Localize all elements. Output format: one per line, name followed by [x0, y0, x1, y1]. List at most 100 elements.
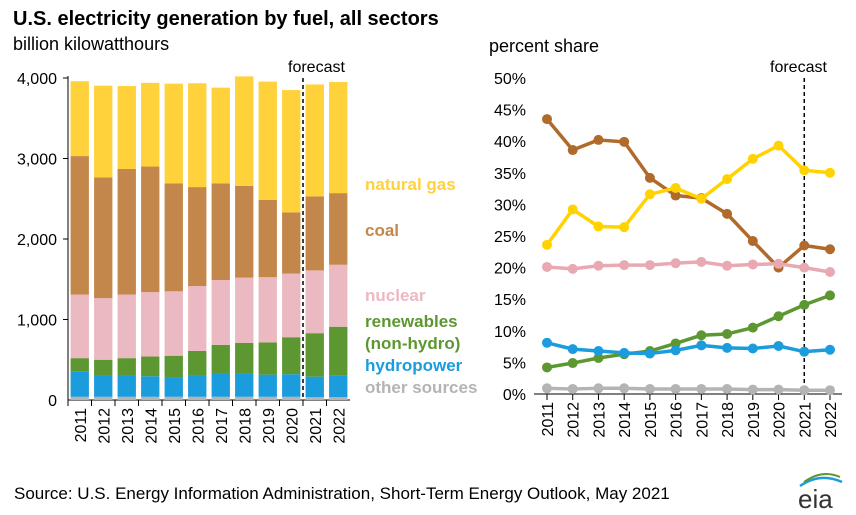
bar-segment-other — [329, 397, 348, 400]
series-point-hydro-line — [670, 345, 681, 356]
right-x-tick-label: 2020 — [772, 402, 789, 438]
bar-segment-other — [94, 396, 113, 400]
series-point-coal-line — [670, 190, 681, 201]
left-y-tick-label: 1,000 — [17, 313, 57, 330]
bar-segment-other — [282, 396, 301, 400]
series-point-hydro-line — [825, 344, 835, 355]
series-line-nuclear-line — [546, 260, 831, 274]
legend-label: (non-hydro) — [365, 334, 460, 353]
series-point-gas-line — [670, 182, 681, 193]
series-point-coal-line — [567, 145, 578, 156]
series-point-nuclear-line — [542, 261, 552, 272]
bar-segment-nuclear — [70, 294, 89, 359]
bar-segment-coal — [188, 187, 207, 287]
bar-segment-natural-gas — [211, 87, 230, 184]
bar-segment-hydropower — [305, 376, 324, 398]
series-point-hydro-line — [773, 340, 784, 351]
series-point-gas-line — [619, 222, 630, 233]
right-x-tick-label: 2016 — [669, 402, 686, 438]
legend-label: nuclear — [365, 286, 426, 305]
bar-segment-other — [117, 396, 136, 400]
series-point-hydro-line — [619, 347, 630, 358]
line-chart: 0% 5% 10% 15% 20% 25% 30% 35% 40% 45% 50% 2011 2012 2… — [494, 59, 842, 438]
series-point-nuclear-line — [799, 262, 810, 273]
bar-segment-nuclear — [141, 292, 160, 357]
bar-segment-renewables — [164, 355, 183, 378]
series-point-other-line — [799, 385, 810, 396]
series-point-renew-line — [567, 358, 578, 369]
series-point-hydro-line — [567, 344, 578, 355]
bar-segment-other — [141, 396, 160, 400]
bar-segment-natural-gas — [329, 82, 348, 194]
series-point-renew-line — [696, 330, 707, 341]
bar-segment-other — [211, 396, 230, 400]
right-x-tick-label: 2011 — [540, 402, 557, 437]
left-x-tick-label: 2018 — [237, 408, 254, 444]
bar-segment-coal — [70, 156, 89, 295]
left-forecast-label: forecast — [288, 59, 345, 76]
bar-segment-hydropower — [282, 374, 301, 397]
series-point-nuclear-line — [825, 267, 835, 278]
right-y-tick-label: 40% — [494, 134, 526, 151]
series-point-other-line — [542, 383, 552, 394]
bar-segment-renewables — [258, 342, 277, 375]
bar-segment-renewables — [282, 337, 301, 375]
bar-segment-natural-gas — [70, 81, 89, 157]
series-point-renew-line — [722, 328, 733, 339]
bar-segment-natural-gas — [141, 82, 160, 167]
right-y-tick-label: 5% — [503, 355, 526, 372]
bar-segment-renewables — [329, 326, 348, 376]
bar-segment-nuclear — [211, 280, 230, 345]
series-point-coal-line — [644, 172, 655, 183]
right-y-axis-label: percent share — [489, 36, 600, 56]
series-point-hydro-line — [644, 348, 655, 359]
bar-segment-nuclear — [94, 298, 113, 360]
series-point-nuclear-line — [644, 260, 655, 271]
series-point-hydro-line — [799, 346, 810, 357]
left-x-tick-label: 2022 — [331, 408, 348, 444]
legend-label: hydropower — [365, 356, 463, 375]
chart-title: U.S. electricity generation by fuel, all… — [13, 8, 439, 30]
series-point-gas-line — [542, 239, 552, 250]
bar-segment-hydropower — [117, 375, 136, 397]
series-point-other-line — [644, 383, 655, 394]
bar-segment-coal — [211, 183, 230, 281]
series-point-nuclear-line — [773, 258, 784, 269]
bar-segment-coal — [164, 183, 183, 292]
left-y-tick-label: 3,000 — [17, 152, 57, 169]
bar-segment-renewables — [94, 359, 113, 376]
series-point-gas-line — [773, 140, 784, 151]
series-point-gas-line — [644, 189, 655, 200]
left-y-tick-label: 2,000 — [17, 232, 57, 249]
series-point-other-line — [773, 384, 784, 395]
right-x-tick-label: 2019 — [746, 402, 763, 438]
legend-label: coal — [365, 221, 399, 240]
bar-segment-coal — [235, 185, 254, 278]
series-point-other-line — [670, 383, 681, 394]
series-point-hydro-line — [593, 346, 604, 357]
right-y-tick-label: 25% — [494, 229, 526, 246]
bar-segment-natural-gas — [164, 83, 183, 184]
series-point-nuclear-line — [696, 256, 707, 267]
left-x-tick-label: 2011 — [73, 408, 90, 443]
series-point-hydro-line — [722, 342, 733, 353]
bar-segment-nuclear — [258, 277, 277, 343]
right-y-tick-label: 10% — [494, 324, 526, 341]
bar-segment-nuclear — [329, 264, 348, 327]
right-x-tick-label: 2014 — [617, 402, 634, 438]
bar-segment-other — [188, 396, 207, 400]
left-x-tick-label: 2021 — [308, 408, 325, 444]
bar-segment-coal — [282, 212, 301, 274]
series-point-other-line — [747, 384, 758, 395]
left-y-tick-label: 4,000 — [17, 71, 57, 88]
source-note: Source: U.S. Energy Information Administ… — [14, 484, 670, 503]
series-line-gas-line — [545, 143, 831, 246]
right-y-tick-label: 45% — [494, 103, 526, 120]
left-x-tick-label: 2017 — [214, 408, 231, 444]
bar-segment-nuclear — [235, 277, 254, 343]
series-point-other-line — [567, 383, 578, 394]
series-point-coal-line — [542, 114, 552, 125]
bar-segment-coal — [117, 168, 136, 295]
right-y-tick-label: 0% — [503, 387, 526, 404]
bar-segment-renewables — [117, 358, 136, 376]
